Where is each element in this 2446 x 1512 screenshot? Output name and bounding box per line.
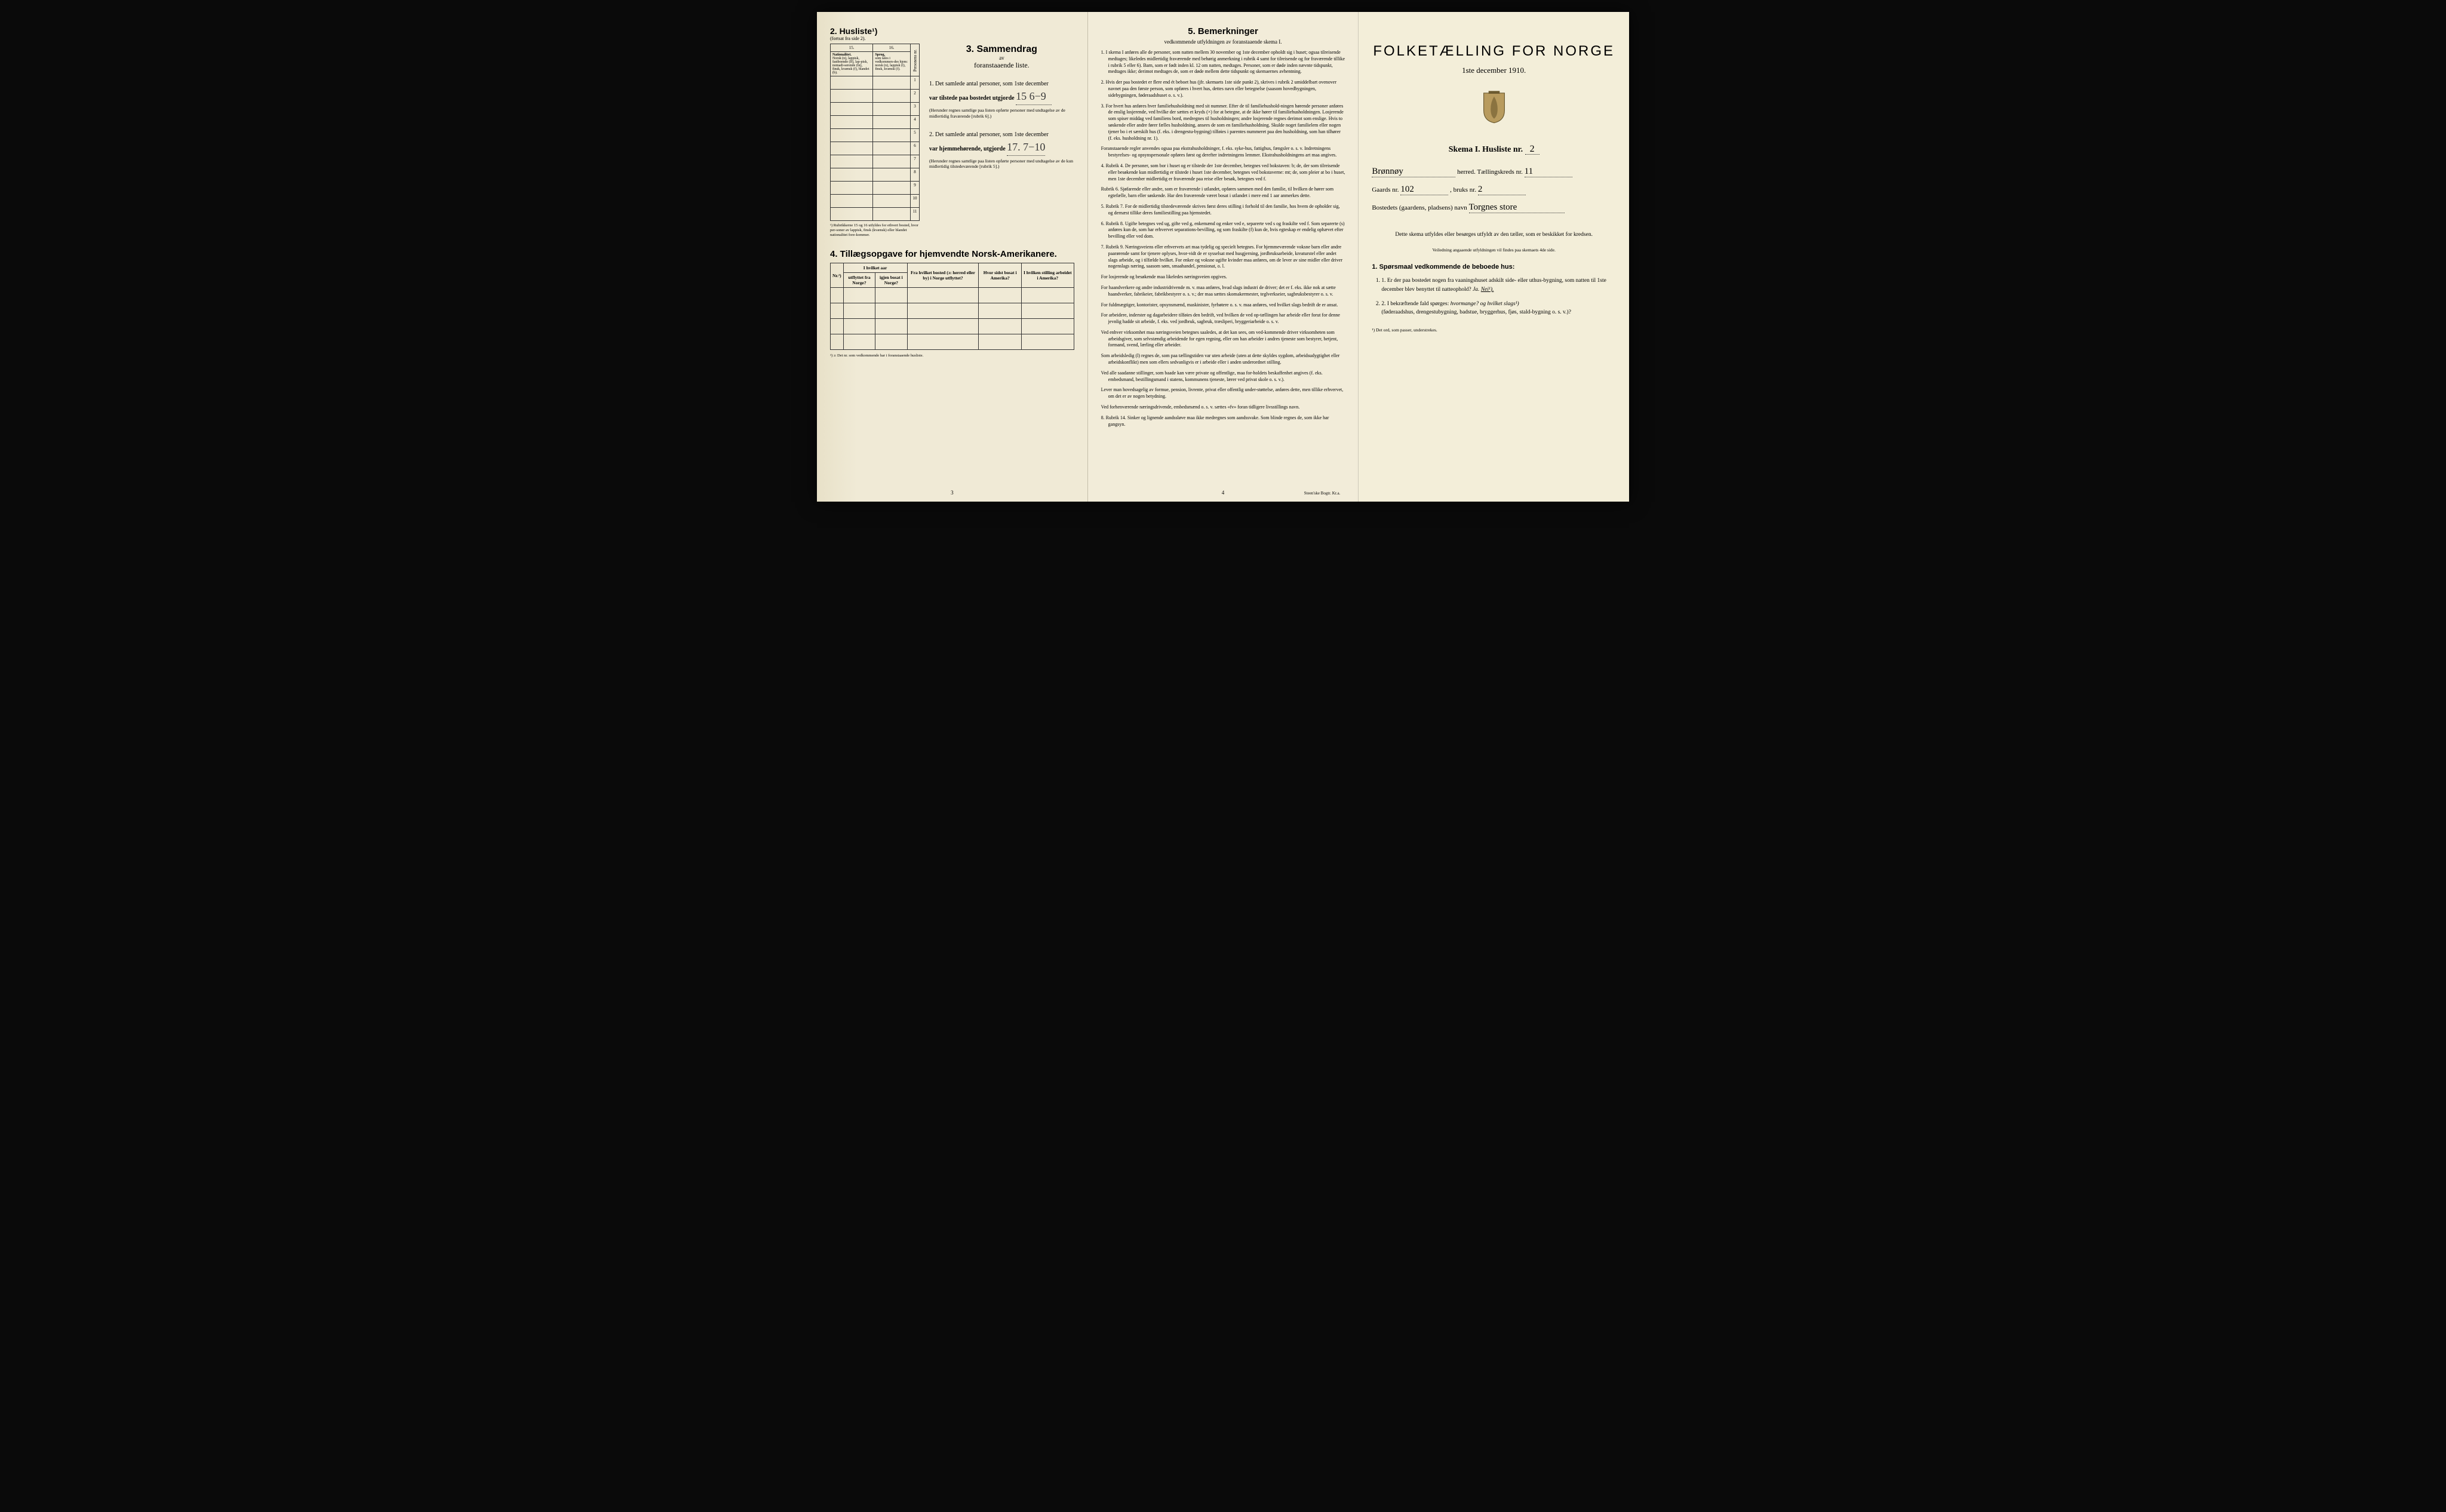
page-left: 2. Husliste¹) (fortsat fra side 2). 15. … <box>817 12 1088 502</box>
bemerkning-item: 8. Rubrik 14. Sinker og lignende aandssl… <box>1101 415 1345 428</box>
coat-of-arms-icon <box>1372 90 1616 127</box>
tillaeg-table: Nr.²) I hvilket aar Fra hvilket bosted (… <box>830 263 1074 350</box>
th-aar: I hvilket aar <box>843 263 907 273</box>
bemerkning-item: 1. I skema I anføres alle de personer, s… <box>1101 50 1345 75</box>
census-title: FOLKETÆLLING FOR NORGE <box>1372 43 1616 60</box>
bemerkninger-title: 5. Bemerkninger <box>1101 26 1345 36</box>
sammendrag-av: av <box>929 55 1074 61</box>
bemerkning-item: 7. Rubrik 9. Næringsveiens eller erhverv… <box>1101 244 1345 270</box>
description-block: Dette skema utfyldes eller besørges utfy… <box>1372 231 1616 239</box>
bemerkning-item: For fuldmægtiger, kontorister, opsynsmæn… <box>1101 302 1345 309</box>
th-sidst: Hvor sidst bosat i Amerika? <box>979 263 1022 288</box>
tillaeg-title: 4. Tillægsopgave for hjemvendte Norsk-Am… <box>830 249 1074 259</box>
th-utfl: utflyttet fra Norge? <box>843 273 875 288</box>
col-15: 15. <box>831 44 873 52</box>
hjemmehorende-value: 17. 7−10 <box>1007 139 1045 156</box>
hdr-sprog: Sprog, som tales i vedkommen-des hjem: n… <box>873 52 911 76</box>
bemerkning-item: 5. Rubrik 7. For de midlertidig tilstede… <box>1101 204 1345 217</box>
document-spread: 2. Husliste¹) (fortsat fra side 2). 15. … <box>817 12 1629 502</box>
husliste-row: 10 <box>831 195 920 208</box>
bemerkning-item: 2. Hvis der paa bostedet er flere end ét… <box>1101 79 1345 99</box>
skema-line: Skema I. Husliste nr. 2 <box>1372 144 1616 155</box>
bemerkning-item: For arbeidere, inderster og dagarbeidere… <box>1101 312 1345 325</box>
th-stilling: I hvilken stilling arbeidet i Amerika? <box>1021 263 1074 288</box>
bemerkning-item: Rubrik 6. Sjøfarende eller andre, som er… <box>1101 186 1345 199</box>
bemerkning-item: For losjerende og besøkende maa likelede… <box>1101 274 1345 281</box>
husliste-row: 3 <box>831 103 920 116</box>
husliste-section: 2. Husliste¹) (fortsat fra side 2). 15. … <box>830 26 920 237</box>
col-16: 16. <box>873 44 911 52</box>
bemerkning-item: 6. Rubrik 8. Ugifte betegnes ved ug, gif… <box>1101 221 1345 240</box>
herred-line: Brønnøy herred. Tællingskreds nr. 11 <box>1372 167 1616 177</box>
th-nr: Nr.²) <box>831 263 844 288</box>
tillaeg-row <box>831 303 1074 319</box>
bemerkning-item: Ved enhver virksomhet maa næringsveien b… <box>1101 330 1345 349</box>
bemerkning-item: Ved forhenværende næringsdrivende, embed… <box>1101 404 1345 411</box>
bemerkning-item: 4. Rubrik 4. De personer, som bor i huse… <box>1101 163 1345 182</box>
herred-value: Brønnøy <box>1372 167 1455 177</box>
th-igjen: igjen bosat i Norge? <box>875 273 907 288</box>
bruk-value: 2 <box>1478 185 1526 195</box>
question-2: 2. I bekræftende fald spørges: hvormange… <box>1381 300 1616 317</box>
questions-list: 1. Er der paa bostedet nogen fra vaaning… <box>1372 276 1616 316</box>
tillaeg-row <box>831 288 1074 303</box>
bosted-line: Bostedets (gaardens, pladsens) navn Torg… <box>1372 202 1616 213</box>
tillaeg-section: 4. Tillægsopgave for hjemvendte Norsk-Am… <box>830 249 1074 358</box>
husliste-row: 2 <box>831 90 920 103</box>
husliste-row: 5 <box>831 129 920 142</box>
bemerkninger-subtitle: vedkommende utfyldningen av foranstaaend… <box>1101 39 1345 45</box>
husliste-row: 8 <box>831 168 920 182</box>
nei-answer: Nei¹). <box>1481 287 1494 293</box>
husliste-row: 1 <box>831 76 920 90</box>
husliste-row: 11 <box>831 208 920 221</box>
bemerkning-item: Som arbeidsledig (l) regnes de, som paa … <box>1101 353 1345 366</box>
bemerkning-item: Lever man hovedsagelig av formue, pensio… <box>1101 387 1345 400</box>
husliste-row: 7 <box>831 155 920 168</box>
questions-title: 1. Spørsmaal vedkommende de beboede hus: <box>1372 263 1616 271</box>
hdr-nationalitet: Nationalitet. Norsk (n), lappisk, fastbo… <box>831 52 873 76</box>
sammendrag-item-2: 2. Det samlede antal personer, som 1ste … <box>929 130 1074 170</box>
gaard-value: 102 <box>1400 185 1448 195</box>
col-pernr: Personens nr. <box>911 44 920 76</box>
kreds-value: 11 <box>1525 167 1572 177</box>
husliste-table: 15. 16. Personens nr. Nationalitet. Nors… <box>830 44 920 221</box>
husliste-row: 9 <box>831 182 920 195</box>
page-right: FOLKETÆLLING FOR NORGE 1ste december 191… <box>1359 12 1629 502</box>
bemerkning-item: For haandverkere og andre industridriven… <box>1101 285 1345 298</box>
husliste-title: 2. Husliste¹) <box>830 26 920 36</box>
sammendrag-section: 3. Sammendrag av foranstaaende liste. 1.… <box>929 26 1074 237</box>
husliste-footnote: ¹) Rubrikkerne 15 og 16 utfyldes for eth… <box>830 223 920 237</box>
census-date: 1ste december 1910. <box>1372 66 1616 75</box>
th-fra: Fra hvilket bosted (ɔ: herred eller by) … <box>907 263 979 288</box>
printer-mark: Steen'ske Bogtr. Kr.a. <box>1304 491 1341 496</box>
sammendrag-item-1: 1. Det samlede antal personer, som 1ste … <box>929 79 1074 119</box>
page-middle: 5. Bemerkninger vedkommende utfyldningen… <box>1088 12 1359 502</box>
husliste-subtitle: (fortsat fra side 2). <box>830 36 920 41</box>
husliste-row: 4 <box>831 116 920 129</box>
tillaeg-row <box>831 319 1074 334</box>
bemerkning-item: 3. For hvert hus anføres hver familiehus… <box>1101 103 1345 142</box>
tillaeg-row <box>831 334 1074 350</box>
page3-footnote: ¹) Det ord, som passer, understrekes. <box>1372 327 1616 333</box>
husliste-nr-value: 2 <box>1525 144 1539 155</box>
tilstede-value: 15 6−9 <box>1016 88 1052 105</box>
page-number-3: 3 <box>951 490 954 496</box>
bemerkninger-list: 1. I skema I anføres alle de personer, s… <box>1101 50 1345 428</box>
description-small: Veiledning angaaende utfyldningen vil fi… <box>1372 247 1616 253</box>
tillaeg-footnote: ²) ɔ: Det nr. som vedkommende har i fora… <box>830 354 1074 358</box>
page-number-4: 4 <box>1222 490 1225 496</box>
sammendrag-num-title: 3. Sammendrag <box>929 44 1074 55</box>
bemerkning-item: Foranstaaende regler anvendes ogsaa paa … <box>1101 146 1345 159</box>
bemerkning-item: Ved alle saadanne stillinger, som baade … <box>1101 370 1345 383</box>
husliste-row: 6 <box>831 142 920 155</box>
bosted-value: Torgnes store <box>1469 202 1565 213</box>
gaard-line: Gaards nr. 102 , bruks nr. 2 <box>1372 185 1616 195</box>
sammendrag-sub: foranstaaende liste. <box>929 61 1074 70</box>
question-1: 1. Er der paa bostedet nogen fra vaaning… <box>1381 276 1616 294</box>
